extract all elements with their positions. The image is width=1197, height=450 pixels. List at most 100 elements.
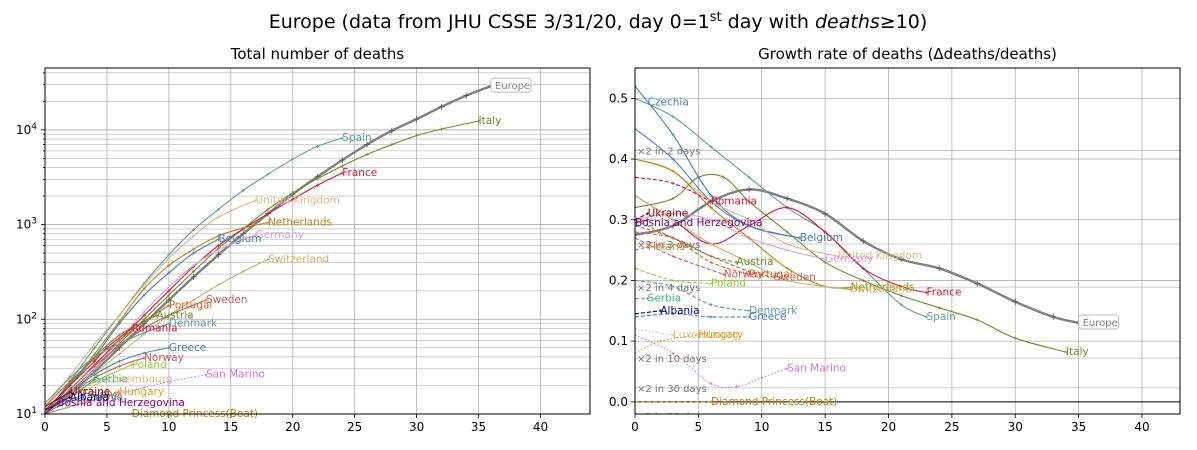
p0-data-point-switzerland — [241, 269, 245, 274]
p1-data-point-europe — [670, 222, 677, 229]
p1-data-point-italy — [671, 196, 675, 201]
p0-data-point-netherlands — [266, 220, 270, 225]
p1-series-label-portugal: Portugal — [749, 268, 793, 280]
p1-data-point-denmark — [747, 309, 751, 313]
p1-data-point-france — [823, 230, 827, 234]
p1-data-point-switzerland — [785, 278, 789, 283]
chart-growth-rate: Growth rate of deaths (Δdeaths/deaths) 0 5… — [609, 45, 1181, 434]
p1-data-point-austria — [734, 260, 738, 264]
p0-data-point-europe — [413, 116, 420, 123]
p1-data-point-norway — [635, 236, 637, 240]
p1-series-label-switzerland: Switzerland — [850, 284, 911, 296]
p1-series-label-france: France — [927, 287, 962, 299]
p0-data-point-belgium — [167, 271, 171, 275]
p1-series-line-denmark — [635, 279, 750, 312]
p1-data-point-romania — [635, 175, 637, 179]
p0-series-label-finland: Finland — [82, 389, 120, 401]
p0-data-point-austria — [117, 333, 121, 337]
p1-data-point-czechia — [709, 193, 713, 198]
p1-data-point-serbia — [635, 297, 637, 301]
p0-data-point-san-marino — [142, 385, 146, 390]
p1-data-point-san-marino — [785, 366, 789, 371]
p1-data-point-switzerland — [747, 260, 751, 264]
p1-series-label-belgium: Belgium — [800, 232, 843, 244]
p1-data-point-sweden — [635, 230, 637, 234]
p0-series-label-portugal: Portugal — [169, 299, 213, 311]
p0-data-point-united-kingdom — [142, 283, 146, 287]
p0-data-point-netherlands — [167, 263, 171, 268]
p1-data-point-spain — [635, 96, 637, 100]
p1-data-point-hungary — [696, 333, 700, 337]
p1-data-point-europe — [746, 186, 753, 193]
p0-data-point-france — [340, 171, 344, 175]
p0-x-tick-label: 25 — [347, 420, 362, 434]
p0-data-point-europe — [364, 141, 371, 148]
p1-series-label-sweden: Sweden — [774, 271, 816, 283]
p1-series-label-united-kingdom: United Kingdom — [838, 250, 922, 262]
p0-data-point-italy — [390, 142, 394, 147]
p0-x-tick-label: 15 — [223, 420, 238, 434]
p1-data-point-belgium — [747, 224, 751, 228]
p1-y-tick-label: 0.4 — [609, 152, 628, 166]
p1-data-point-united-kingdom — [785, 242, 789, 246]
p0-series-label-luxembourg: Luxembourg — [107, 374, 172, 386]
p1-data-point-europe — [784, 195, 791, 202]
p1-series-label-greece: Greece — [749, 311, 786, 323]
p1-data-point-netherlands — [785, 266, 789, 270]
p0-series-label-france: France — [342, 167, 377, 179]
p0-data-point-italy — [439, 127, 443, 131]
p0-data-point-switzerland — [216, 283, 221, 287]
p1-data-point-spain — [899, 303, 903, 307]
p1-data-point-greece — [709, 315, 713, 319]
p0-data-point-france — [291, 197, 295, 201]
p0-data-point-germany — [192, 263, 196, 268]
p0-data-point-denmark — [68, 376, 72, 380]
p0-data-point-united-kingdom — [192, 234, 196, 238]
p0-series-label-denmark: Denmark — [169, 318, 218, 330]
p1-data-point-denmark — [671, 284, 675, 289]
chart-total-deaths: Total number of deaths 0 5 10 15 20 25 30 35 40 10… — [16, 45, 591, 434]
p0-data-point-europe — [463, 92, 470, 99]
p0-data-point-netherlands — [241, 226, 245, 230]
p1-data-point-spain — [671, 114, 675, 119]
p1-y-tick-label: 0.3 — [609, 213, 628, 227]
p1-data-point-europe — [860, 238, 867, 244]
p1-series-label-hungary: Hungary — [698, 329, 743, 341]
p0-series-label-italy: Italy — [479, 115, 502, 127]
p1-reference-label: ×2 in 10 days — [637, 354, 707, 365]
p1-data-point-netherlands — [635, 157, 637, 161]
p0-data-point-france — [315, 183, 320, 187]
p0-data-point-austria — [142, 319, 146, 323]
p0-data-point-spain — [216, 207, 221, 211]
p1-series-label-san-marino: San Marino — [787, 362, 846, 374]
p0-series-label-austria: Austria — [156, 309, 193, 321]
p1-data-point-san-marino — [760, 375, 764, 380]
p1-data-point-sweden — [709, 254, 713, 258]
p1-data-point-italy — [937, 306, 941, 310]
p0-series-labels: Europe Italy Spain France United Kingdom Neth… — [57, 77, 532, 420]
p0-series-line-austria — [45, 314, 157, 414]
p0-chart-title: Total number of deaths — [230, 45, 405, 63]
p0-data-point-netherlands — [92, 352, 97, 356]
p1-grid: 0 5 10 15 20 25 30 35 40 0.0 0.1 0.2 0.3 0.4 0.5 — [609, 68, 1180, 434]
p0-data-point-europe — [240, 230, 247, 237]
p1-reference-label: ÷2 in 30 days — [637, 412, 707, 423]
p1-data-point-portugal — [747, 272, 751, 276]
p1-x-tick-label: 25 — [944, 420, 959, 434]
p1-data-point-spain — [747, 175, 751, 179]
p1-series-line-san-marino — [635, 334, 788, 389]
p0-data-point-italy — [315, 177, 320, 181]
p0-series-line-italy — [45, 120, 479, 414]
p0-data-point-france — [167, 289, 171, 293]
p0-data-point-europe — [190, 273, 197, 280]
p1-series-line-greece — [635, 313, 750, 318]
p1-data-point-greece — [747, 315, 751, 319]
p1-data-point-europe — [635, 231, 638, 238]
p0-series-label-germany: Germany — [256, 229, 304, 241]
p1-data-point-finland — [646, 245, 650, 249]
p1-series-label-bosnia-and-herzegovina: Bosnia and Herzegovina — [635, 217, 763, 229]
p0-y-tick-label: 102 — [16, 311, 37, 326]
p1-data-point-portugal — [635, 224, 637, 228]
p1-series-label-ukraine: Ukraine — [648, 208, 689, 220]
p1-data-point-france — [899, 284, 903, 289]
